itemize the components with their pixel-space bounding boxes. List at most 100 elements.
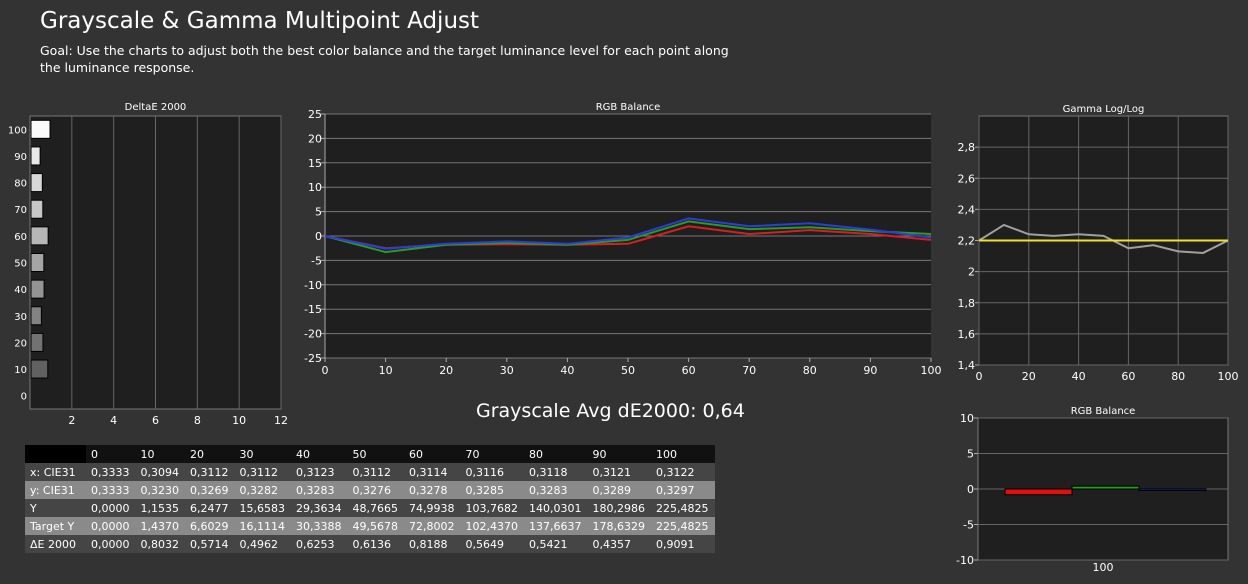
table-header-cell: 70 xyxy=(460,445,524,463)
table-row-label: Y xyxy=(25,499,86,517)
rgb-bar-y-tick-label: 0 xyxy=(967,483,974,496)
rgb-balance-y-tick-label: 15 xyxy=(308,157,322,170)
rgb-balance-y-tick-label: 5 xyxy=(315,206,322,219)
table-cell: 0,3297 xyxy=(651,481,715,499)
rgb-balance-series-line xyxy=(324,220,932,254)
deltae-x-tick-label: 12 xyxy=(274,414,288,427)
table-header-cell: 10 xyxy=(135,445,185,463)
deltae-bar xyxy=(30,332,44,352)
table-cell: 48,7665 xyxy=(347,499,404,517)
table-cell: 49,5678 xyxy=(347,517,404,535)
table-cell: 0,3230 xyxy=(135,481,185,499)
table-header-cell: 80 xyxy=(524,445,588,463)
gamma-series-line xyxy=(978,223,1229,254)
rgb-balance-y-tick-label: -10 xyxy=(304,279,322,292)
gamma-y-tick-label: 2 xyxy=(968,266,975,279)
rgb-balance-x-tick-label: 30 xyxy=(500,364,514,377)
rgb-bar-y-tick-label: 5 xyxy=(967,448,974,461)
gamma-y-tick-label: 2,4 xyxy=(958,203,976,216)
table-cell: 140,0301 xyxy=(524,499,588,517)
rgb-balance-x-tick-label: 40 xyxy=(560,364,574,377)
gamma-x-tick-label: 0 xyxy=(976,370,983,383)
table-cell: 1,1535 xyxy=(135,499,185,517)
table-cell: 0,3112 xyxy=(347,463,404,481)
table-header-cell: 20 xyxy=(185,445,235,463)
deltae-bar xyxy=(30,359,49,379)
deltae-bar xyxy=(30,173,43,193)
average-de-readout: Grayscale Avg dE2000: 0,64 xyxy=(476,400,745,422)
table-row: y: CIE31 0,3333 0,3230 0,3269 0,3282 0,3283 0,… xyxy=(25,481,715,499)
rgb-balance-y-tick-label: 25 xyxy=(308,108,322,121)
rgb-balance-y-tick-label: -25 xyxy=(304,352,322,365)
gamma-y-tick-label: 1,4 xyxy=(958,359,976,372)
deltae-bar xyxy=(30,306,42,326)
gamma-y-tick-label: 2,2 xyxy=(958,235,976,248)
table-header-cell: 60 xyxy=(404,445,461,463)
deltae-bar xyxy=(30,146,41,166)
deltae-y-tick-label: 30 xyxy=(14,312,27,323)
table-cell: 0,3278 xyxy=(404,481,461,499)
table-cell: 29,3634 xyxy=(291,499,348,517)
table-cell: 0,3283 xyxy=(291,481,348,499)
gamma-y-tick-label: 2,8 xyxy=(958,141,976,154)
table-cell: 0,3269 xyxy=(185,481,235,499)
rgb-bar-y-tick-label: -5 xyxy=(963,519,974,532)
deltae-y-tick-label: 20 xyxy=(14,338,27,349)
table-cell: 0,3112 xyxy=(185,463,235,481)
deltae-y-tick-label: 10 xyxy=(14,365,27,376)
deltae-y-tick-label: 100 xyxy=(8,125,27,136)
table-row-label: Target Y xyxy=(25,517,86,535)
rgb-balance-x-tick-label: 0 xyxy=(322,364,329,377)
table-cell: 0,6136 xyxy=(347,535,404,553)
table-cell: 102,4370 xyxy=(460,517,524,535)
table-cell: 30,3388 xyxy=(291,517,348,535)
deltae-x-tick-label: 2 xyxy=(68,414,75,427)
table-cell: 0,3333 xyxy=(86,481,136,499)
table-row-label: ΔE 2000 xyxy=(25,535,86,553)
table-cell: 0,6253 xyxy=(291,535,348,553)
table-cell: 0,8188 xyxy=(404,535,461,553)
rgb-bar xyxy=(1004,488,1073,496)
rgb-balance-title: RGB Balance xyxy=(596,102,661,113)
deltae-title: DeltaE 2000 xyxy=(125,102,187,113)
table-header-cell: 0 xyxy=(86,445,136,463)
table-cell: 178,6329 xyxy=(587,517,651,535)
rgb-balance-x-tick-label: 10 xyxy=(379,364,393,377)
gamma-title: Gamma Log/Log xyxy=(1063,104,1145,115)
rgb-bar xyxy=(1071,485,1140,490)
rgb-bar-y-tick-label: 10 xyxy=(960,412,974,425)
table-cell: 225,4825 xyxy=(651,517,715,535)
gamma-y-tick-label: 1,8 xyxy=(958,297,976,310)
table-cell: 1,4370 xyxy=(135,517,185,535)
table-cell: 0,3333 xyxy=(86,463,136,481)
gamma-x-tick-label: 100 xyxy=(1218,370,1239,383)
table-cell: 6,6029 xyxy=(185,517,235,535)
deltae-y-tick-label: 90 xyxy=(14,152,27,163)
table-cell: 0,0000 xyxy=(86,517,136,535)
deltae-x-tick-label: 10 xyxy=(232,414,246,427)
deltae-bar xyxy=(30,226,49,246)
table-cell: 0,0000 xyxy=(86,535,136,553)
table-cell: 0,8032 xyxy=(135,535,185,553)
rgb-bar xyxy=(1138,488,1207,491)
rgb-balance-x-tick-label: 80 xyxy=(803,364,817,377)
rgb-bar-y-tick-label: -10 xyxy=(956,554,974,567)
deltae-x-tick-label: 4 xyxy=(110,414,117,427)
table-cell: 0,5649 xyxy=(460,535,524,553)
gamma-x-tick-label: 80 xyxy=(1171,370,1185,383)
table-header-row: 0 10 20 30 40 50 60 70 80 90 100 xyxy=(25,445,715,463)
rgb-balance-x-tick-label: 50 xyxy=(621,364,635,377)
table-header-cell: 100 xyxy=(651,445,715,463)
rgb-balance-y-tick-label: 10 xyxy=(308,181,322,194)
table-cell: 225,4825 xyxy=(651,499,715,517)
table-row: Y 0,0000 1,1535 6,2477 15,6583 29,3634 48,7665… xyxy=(25,499,715,517)
table-cell: 0,3289 xyxy=(587,481,651,499)
table-header-cell xyxy=(25,445,86,463)
rgb-balance-y-tick-label: -20 xyxy=(304,328,322,341)
rgb-balance-x-tick-label: 100 xyxy=(921,364,942,377)
table-cell: 0,3112 xyxy=(234,463,291,481)
gamma-y-tick-label: 1,6 xyxy=(958,328,976,341)
rgb-balance-y-tick-label: 20 xyxy=(308,132,322,145)
table-header-cell: 90 xyxy=(587,445,651,463)
